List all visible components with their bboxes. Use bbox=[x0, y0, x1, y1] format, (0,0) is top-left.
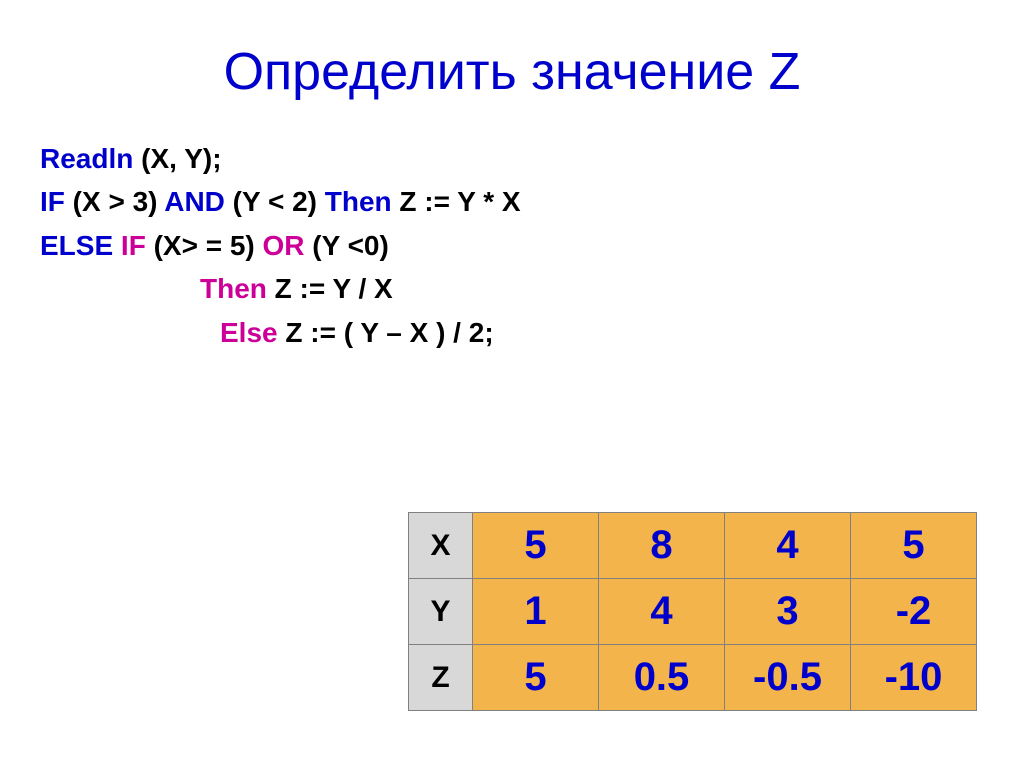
table-cell: 8 bbox=[599, 513, 725, 579]
table-cell: -2 bbox=[851, 579, 977, 645]
code-line-1: Readln (X, Y); bbox=[40, 137, 1024, 180]
keyword-if: IF bbox=[40, 186, 65, 217]
table-cell: 0.5 bbox=[599, 645, 725, 711]
code-text: (X > 3) bbox=[65, 186, 164, 217]
table-cell: 5 bbox=[473, 513, 599, 579]
code-block: Readln (X, Y); IF (X > 3) AND (Y < 2) Th… bbox=[0, 137, 1024, 354]
code-line-5: Else Z := ( Y – X ) / 2; bbox=[40, 311, 1024, 354]
code-line-2: IF (X > 3) AND (Y < 2) Then Z := Y * X bbox=[40, 180, 1024, 223]
code-text: (Y <0) bbox=[305, 230, 389, 261]
table-row: X 5 8 4 5 bbox=[409, 513, 977, 579]
code-text: Z := Y * X bbox=[392, 186, 521, 217]
code-text: Z := Y / X bbox=[267, 273, 393, 304]
row-header-z: Z bbox=[409, 645, 473, 711]
table-row: Z 5 0.5 -0.5 -10 bbox=[409, 645, 977, 711]
keyword-then-nested: Then bbox=[200, 273, 267, 304]
table-cell: 4 bbox=[725, 513, 851, 579]
table-cell: 5 bbox=[851, 513, 977, 579]
code-text: (X> = 5) bbox=[146, 230, 263, 261]
table-row: Y 1 4 3 -2 bbox=[409, 579, 977, 645]
code-line-4: Then Z := Y / X bbox=[40, 267, 1024, 310]
results-table: X 5 8 4 5 Y 1 4 3 -2 Z 5 0.5 -0.5 -10 bbox=[408, 512, 977, 711]
results-table-container: X 5 8 4 5 Y 1 4 3 -2 Z 5 0.5 -0.5 -10 bbox=[408, 512, 977, 711]
row-header-y: Y bbox=[409, 579, 473, 645]
keyword-else: ELSE bbox=[40, 230, 113, 261]
keyword-and: AND bbox=[164, 186, 225, 217]
keyword-then: Then bbox=[325, 186, 392, 217]
slide-title: Определить значение Z bbox=[0, 0, 1024, 137]
keyword-else-nested: Else bbox=[220, 317, 278, 348]
table-cell: -10 bbox=[851, 645, 977, 711]
table-cell: 5 bbox=[473, 645, 599, 711]
table-cell: -0.5 bbox=[725, 645, 851, 711]
code-text: Z := ( Y – X ) / 2; bbox=[278, 317, 494, 348]
row-header-x: X bbox=[409, 513, 473, 579]
code-text: (X, Y); bbox=[133, 143, 221, 174]
keyword-readln: Readln bbox=[40, 143, 133, 174]
table-cell: 3 bbox=[725, 579, 851, 645]
code-text: (Y < 2) bbox=[225, 186, 325, 217]
code-line-3: ELSE IF (X> = 5) OR (Y <0) bbox=[40, 224, 1024, 267]
table-cell: 1 bbox=[473, 579, 599, 645]
keyword-if-nested: IF bbox=[113, 230, 146, 261]
table-cell: 4 bbox=[599, 579, 725, 645]
keyword-or: OR bbox=[263, 230, 305, 261]
